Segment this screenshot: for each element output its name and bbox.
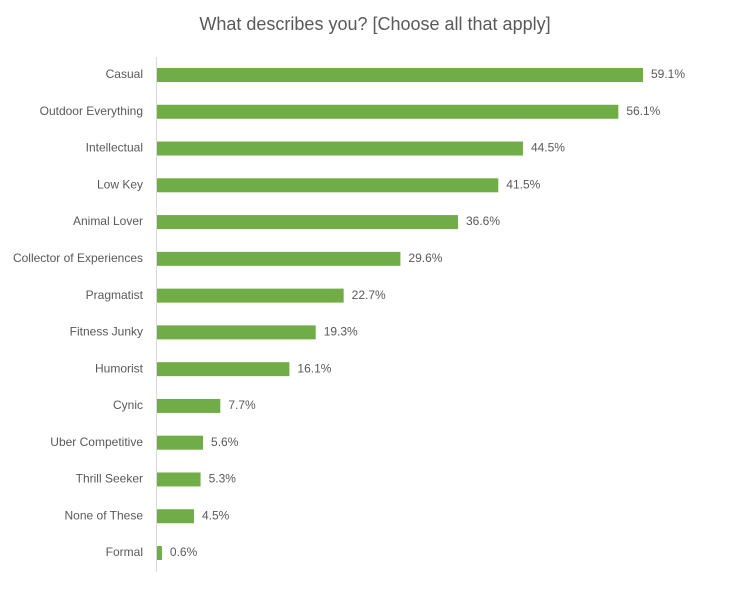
- bar: [157, 104, 619, 119]
- category-label: Pragmatist: [86, 288, 144, 302]
- value-label: 56.1%: [626, 104, 660, 118]
- value-label: 16.1%: [297, 361, 331, 375]
- value-label: 4.5%: [202, 508, 230, 522]
- bar: [157, 472, 201, 487]
- value-label: 29.6%: [408, 251, 442, 265]
- bar: [157, 215, 458, 230]
- bar: [157, 509, 195, 524]
- bar: [157, 325, 316, 340]
- category-label: Intellectual: [86, 141, 143, 155]
- bar: [157, 178, 499, 193]
- category-label: Formal: [106, 545, 143, 559]
- category-label: Animal Lover: [73, 214, 143, 228]
- chart-title: What describes you? [Choose all that app…: [199, 14, 550, 34]
- bar: [157, 546, 162, 560]
- value-label: 5.3%: [209, 472, 237, 486]
- bar: [157, 141, 523, 156]
- bar: [157, 251, 401, 266]
- category-label: Collector of Experiences: [13, 251, 143, 265]
- category-label: Outdoor Everything: [40, 104, 143, 118]
- category-label: Humorist: [95, 361, 144, 375]
- value-label: 0.6%: [170, 545, 198, 559]
- value-label: 19.3%: [324, 325, 358, 339]
- bar: [157, 68, 643, 82]
- bar: [157, 362, 290, 377]
- category-label: None of These: [65, 508, 144, 522]
- value-label: 44.5%: [531, 141, 565, 155]
- value-label: 36.6%: [466, 214, 500, 228]
- category-label: Uber Competitive: [50, 435, 143, 449]
- bar: [157, 288, 344, 303]
- category-label: Thrill Seeker: [76, 472, 143, 486]
- category-label: Casual: [106, 67, 143, 81]
- value-label: 7.7%: [228, 398, 256, 412]
- bar: [157, 435, 204, 450]
- value-label: 41.5%: [506, 177, 540, 191]
- value-label: 59.1%: [651, 67, 685, 81]
- value-label: 5.6%: [211, 435, 239, 449]
- category-label: Low Key: [97, 177, 143, 191]
- category-label: Fitness Junky: [70, 325, 143, 339]
- category-label: Cynic: [113, 398, 143, 412]
- value-label: 22.7%: [352, 288, 386, 302]
- bar: [157, 398, 221, 413]
